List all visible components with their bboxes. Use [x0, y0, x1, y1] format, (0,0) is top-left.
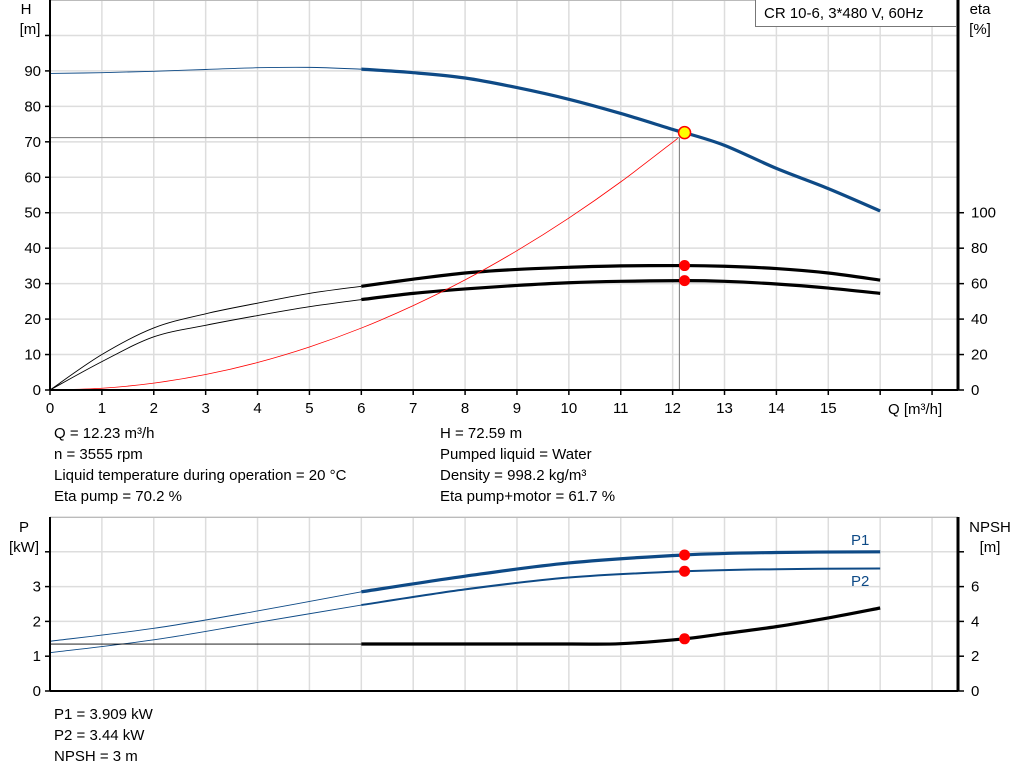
left-tick-label: 30 — [24, 276, 41, 293]
axes — [45, 0, 964, 692]
right-tick-label: 0 — [971, 683, 979, 700]
duty-point-P2 — [679, 565, 691, 577]
operating-info-right: H = 72.59 m Pumped liquid = Water Densit… — [440, 423, 615, 507]
pumped-liquid: Pumped liquid = Water — [440, 446, 592, 463]
flow-value: Q = 12.23 m³/h — [54, 425, 155, 442]
duty-point-NPSH — [679, 633, 691, 645]
operating-info-left: Q = 12.23 m³/h n = 3555 rpm Liquid tempe… — [54, 423, 346, 507]
series-P1-line — [361, 550, 881, 594]
left-tick-label: 20 — [24, 311, 41, 328]
product-label: CR 10-6, 3*480 V, 60Hz — [755, 0, 957, 27]
left-tick-label: 10 — [24, 347, 41, 364]
x-tick-label: 12 — [664, 400, 681, 417]
npsh-value: NPSH = 3 m — [54, 748, 138, 765]
series-P2-line — [361, 567, 881, 607]
density-value: Density = 998.2 kg/m³ — [440, 467, 587, 484]
series-NPSH-line — [361, 606, 881, 646]
p1-series-label: P1 — [851, 532, 869, 549]
duty-point-P1 — [679, 549, 691, 561]
bottom-grid — [49, 516, 958, 692]
right-tick-label: 2 — [971, 648, 979, 665]
left-tick-label: 50 — [24, 205, 41, 222]
x-tick-label: 6 — [357, 400, 365, 417]
h-axis-label-2: [m] — [20, 21, 41, 38]
h-axis-label-1: H — [21, 1, 32, 18]
left-tick-label: 0 — [33, 382, 41, 399]
left-tick-label: 90 — [24, 63, 41, 80]
p2-value: P2 = 3.44 kW — [54, 727, 145, 744]
p-axis-label-1: P — [19, 519, 29, 536]
npsh-axis-label-2: [m] — [980, 539, 1001, 556]
right-tick-label: 4 — [971, 613, 979, 630]
left-tick-label: 70 — [24, 134, 41, 151]
x-tick-label: 3 — [201, 400, 209, 417]
eta-pump-motor-value: Eta pump+motor = 61.7 % — [440, 488, 616, 505]
series-eta_pump_motor-line — [361, 279, 881, 302]
x-tick-label: 9 — [513, 400, 521, 417]
x-tick-label: 15 — [820, 400, 837, 417]
left-tick-label: 3 — [33, 579, 41, 596]
series-P2-line-extended — [49, 604, 362, 654]
left-tick-label: 40 — [24, 240, 41, 257]
liquid-temperature: Liquid temperature during operation = 20… — [54, 467, 347, 484]
x-tick-label: 11 — [613, 400, 629, 417]
duty-point-H — [677, 125, 692, 140]
series-H-line-extended — [49, 66, 362, 74]
right-tick-label: 80 — [971, 240, 988, 257]
series-eta_pump_motor-line-extended — [49, 299, 362, 391]
series-P1-line-extended — [49, 591, 362, 642]
curves — [49, 66, 881, 654]
left-tick-label: 80 — [24, 98, 41, 115]
p1-value: P1 = 3.909 kW — [54, 706, 153, 723]
left-tick-label: 0 — [33, 683, 41, 700]
x-tick-label: 13 — [716, 400, 733, 417]
x-tick-label: 4 — [253, 400, 261, 417]
top-grid — [49, 0, 958, 391]
series-system_curve-line — [49, 137, 679, 391]
left-tick-label: 1 — [33, 648, 41, 665]
x-tick-label: 7 — [409, 400, 417, 417]
right-tick-label: 20 — [971, 347, 988, 364]
x-tick-label: 1 — [98, 400, 106, 417]
eta-axis-label-2: [%] — [969, 21, 991, 38]
eta-pump-value: Eta pump = 70.2 % — [54, 488, 182, 505]
duty-points — [677, 125, 692, 645]
x-tick-label: 14 — [768, 400, 785, 417]
x-tick-label: 8 — [461, 400, 469, 417]
p-axis-label-2: [kW] — [9, 539, 39, 556]
series-eta_pump-line-extended — [49, 285, 362, 391]
left-tick-label: 60 — [24, 169, 41, 186]
series-eta_pump-line — [361, 263, 881, 288]
power-info: P1 = 3.909 kW P2 = 3.44 kW NPSH = 3 m — [54, 704, 153, 767]
right-tick-label: 0 — [971, 382, 979, 399]
head-value: H = 72.59 m — [440, 425, 523, 442]
right-tick-label: 40 — [971, 311, 988, 328]
right-tick-label: 6 — [971, 579, 979, 596]
series-H-line — [361, 67, 881, 213]
right-tick-label: 100 — [971, 205, 996, 222]
left-tick-label: 2 — [33, 613, 41, 630]
q-axis-label: Q [m³/h] — [888, 401, 942, 418]
eta-axis-label-1: eta — [970, 1, 992, 18]
x-tick-label: 0 — [46, 400, 54, 417]
duty-point-eta_pump — [679, 260, 691, 272]
duty-point-eta_pump_motor — [679, 275, 691, 287]
right-tick-label: 60 — [971, 276, 988, 293]
x-tick-label: 2 — [150, 400, 158, 417]
p2-series-label: P2 — [851, 573, 869, 590]
x-tick-label: 10 — [561, 400, 578, 417]
speed-value: n = 3555 rpm — [54, 446, 143, 463]
x-tick-label: 5 — [305, 400, 313, 417]
npsh-axis-label-1: NPSH — [969, 519, 1011, 536]
